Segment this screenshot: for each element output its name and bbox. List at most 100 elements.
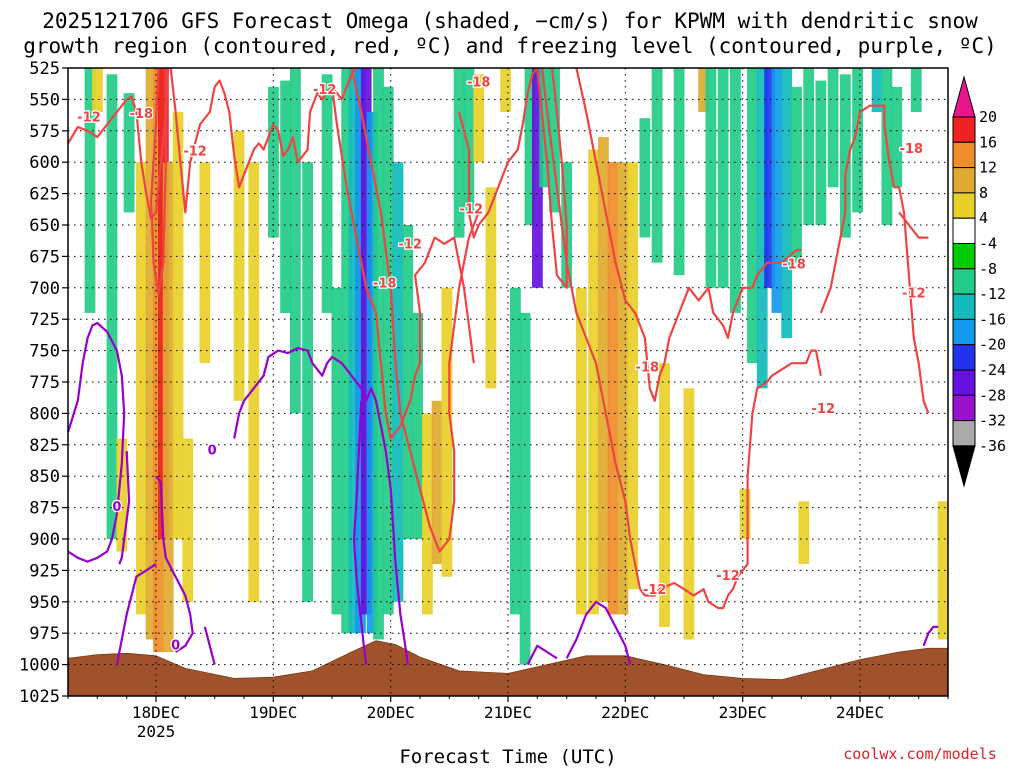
omega-cell xyxy=(549,68,560,213)
omega-cell xyxy=(199,162,211,364)
omega-cell xyxy=(815,80,827,225)
omega-cell xyxy=(698,68,709,112)
y-tick-label: 750 xyxy=(29,342,60,362)
y-tick-label: 625 xyxy=(29,185,60,205)
dgz-contour-label: -12 xyxy=(77,111,101,126)
dgz-contour-label: -18 xyxy=(782,258,806,273)
omega-cell xyxy=(539,68,551,188)
omega-cell xyxy=(463,68,475,213)
dgz-contour-label: -12 xyxy=(460,202,484,217)
y-tick-label: 875 xyxy=(29,499,60,519)
chart-title-line2: growth region (contoured, red, ºC) and f… xyxy=(23,34,997,58)
y-tick-label: 850 xyxy=(29,467,60,487)
x-tick-label: 19DEC xyxy=(249,703,297,722)
y-tick-label: 550 xyxy=(29,90,60,110)
omega-cell xyxy=(441,287,453,577)
omega-cell xyxy=(92,68,103,112)
dgz-contour xyxy=(169,67,343,214)
y-tick-label: 775 xyxy=(29,373,60,393)
freezing-contour xyxy=(115,563,157,665)
y-tick-label: 600 xyxy=(29,153,60,173)
omega-cell xyxy=(717,68,729,288)
omega-cell xyxy=(840,74,851,238)
colorbar: 20 16 12 8 4 -4 -8 -12 -16 -20 -24 -28 -32 -36 xyxy=(952,75,1006,488)
omega-cell xyxy=(373,68,384,640)
colorbar-swatch xyxy=(952,217,976,244)
omega-cell xyxy=(673,68,685,276)
omega-cell xyxy=(617,162,629,615)
y-tick-label: 650 xyxy=(29,216,60,236)
dgz-contour xyxy=(898,211,929,239)
omega-cell xyxy=(791,86,802,263)
omega-cell xyxy=(651,68,663,263)
y-tick-label: 575 xyxy=(29,122,60,142)
y-tick-label: 700 xyxy=(29,279,60,299)
omega-cell xyxy=(106,74,118,540)
omega-cell xyxy=(500,68,511,112)
omega-cell xyxy=(771,68,783,313)
omega-cell xyxy=(280,80,291,313)
y-axis: 525 550 575 600 625 650 675 700 725 750 775 800 825 8… xyxy=(19,59,68,707)
x-tick-label: 23DEC xyxy=(719,703,767,722)
omega-cell xyxy=(576,287,587,615)
x-tick-label: 18DEC xyxy=(132,703,180,722)
terrain xyxy=(67,640,949,697)
omega-cell xyxy=(473,74,485,163)
colorbar-bottom-arrow xyxy=(952,445,976,488)
omega-cell xyxy=(453,68,465,238)
freezing-contour xyxy=(155,475,194,653)
dgz-contour-label: -12 xyxy=(643,583,667,598)
omega-cell xyxy=(348,68,360,634)
dgz-contour-label: -18 xyxy=(373,277,397,292)
dgz-contour xyxy=(536,67,568,289)
colorbar-label: 8 xyxy=(979,184,988,202)
omega-cell xyxy=(412,312,423,539)
omega-cell xyxy=(510,287,521,615)
x-tick-label: 22DEC xyxy=(601,703,649,722)
chart-title-line1: 2025121706 GFS Forecast Omega (shaded, −… xyxy=(42,9,978,33)
dgz-contour xyxy=(639,349,822,610)
dgz-contour-label: -18 xyxy=(900,142,924,157)
colorbar-label: -12 xyxy=(979,285,1006,303)
omega-cell xyxy=(739,488,751,539)
omega-cell xyxy=(852,68,863,213)
omega-cell xyxy=(627,162,639,590)
dgz-contour-label: -12 xyxy=(398,238,422,253)
omega-cell xyxy=(485,187,497,389)
omega-cell xyxy=(781,68,793,338)
y-tick-label: 825 xyxy=(29,436,60,456)
dgz-contour xyxy=(575,67,802,402)
omega-cell xyxy=(123,93,135,213)
freezing-contour xyxy=(233,347,409,665)
dgz-contour-label: -12 xyxy=(716,569,740,584)
dgz-contour xyxy=(541,67,642,590)
y-tick-label: 900 xyxy=(29,530,60,550)
omega-cell xyxy=(891,86,903,188)
freezing-contour xyxy=(352,400,368,665)
dgz-contour xyxy=(340,67,358,100)
colorbar-swatch xyxy=(952,141,976,169)
omega-cell xyxy=(233,130,245,401)
omega-cell xyxy=(116,438,128,552)
dgz-contour-label: -12 xyxy=(812,402,836,417)
omega-cell xyxy=(705,68,717,288)
omega-cell xyxy=(331,287,343,615)
x-tick-sublabel: 2025 xyxy=(137,722,176,741)
omega-cell xyxy=(302,162,313,602)
omega-cell xyxy=(803,68,815,225)
colorbar-swatch xyxy=(952,420,976,447)
omega-cell xyxy=(910,68,922,112)
omega-cell xyxy=(532,68,543,288)
colorbar-label: 16 xyxy=(979,133,997,151)
colorbar-label: 12 xyxy=(979,159,997,177)
x-tick-label: 24DEC xyxy=(836,703,884,722)
omega-cell xyxy=(598,137,609,602)
colorbar-swatch xyxy=(952,318,976,346)
omega-cell xyxy=(290,68,301,414)
omega-cell xyxy=(588,149,599,615)
colorbar-label: -32 xyxy=(979,412,1006,430)
freezing-contour xyxy=(118,451,131,565)
y-tick-label: 950 xyxy=(29,593,60,613)
y-tick-label: 975 xyxy=(29,624,60,644)
